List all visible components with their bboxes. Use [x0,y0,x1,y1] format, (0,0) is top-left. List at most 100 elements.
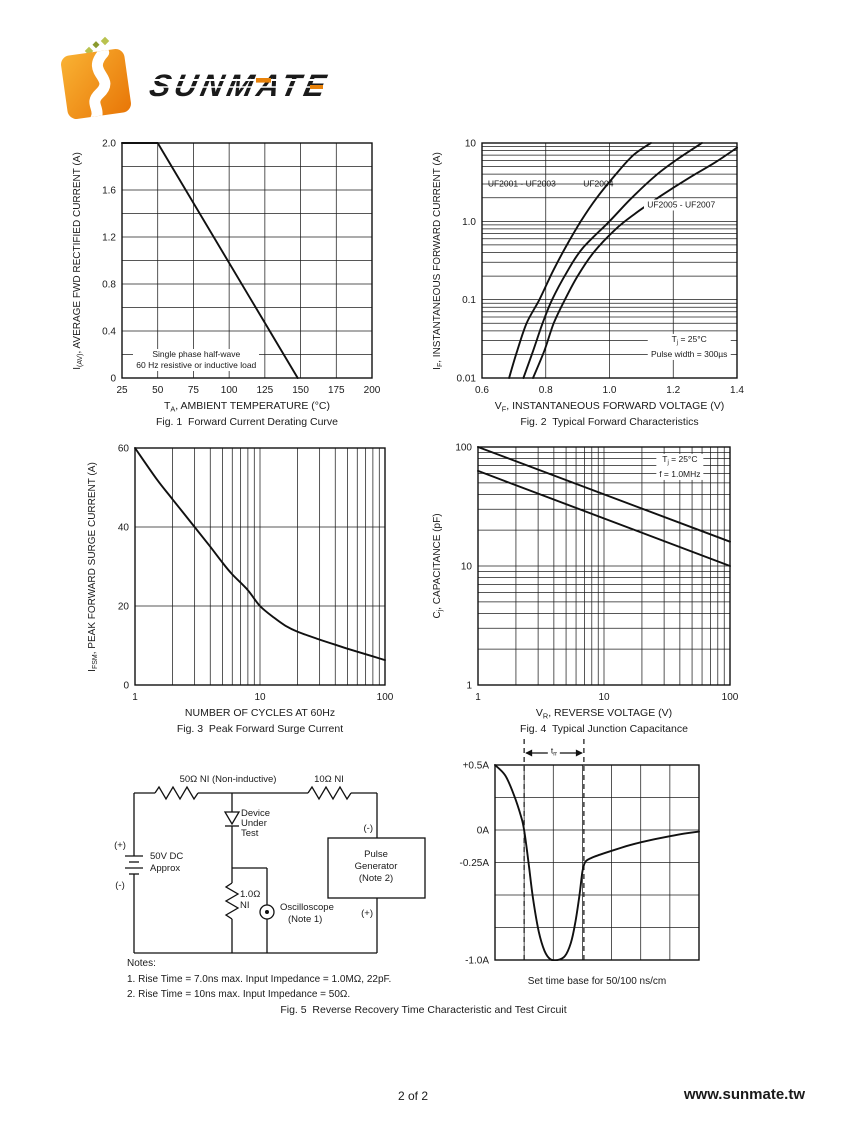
svg-text:0.8: 0.8 [539,385,553,396]
svg-text:0A: 0A [477,826,490,837]
svg-text:2.0: 2.0 [102,139,116,150]
svg-text:100: 100 [377,692,394,703]
resistor-1ohm [224,882,240,920]
circuit-wires [133,792,378,954]
svg-text:1.0: 1.0 [603,385,617,396]
dut-label-3: Test [241,828,259,839]
chart-annotation: Tj = 25°C Pulse width = 300µs [647,333,731,360]
r2-label: 10Ω NI [314,774,344,785]
pg-plus-label: (+) [361,908,373,919]
svg-text:200: 200 [364,385,381,396]
battery-symbol [125,855,143,875]
pulse-gen-label-3: (Note 2) [359,873,393,884]
trr-label: trr [547,745,561,761]
r3-label-1: 1.0Ω [240,889,260,900]
battery-label-1: 50V DC [150,851,183,862]
svg-text:0: 0 [110,374,116,385]
svg-text:0.6: 0.6 [475,385,489,396]
pulse-generator-box [327,837,426,899]
r3-label-2: NI [240,900,250,911]
svg-text:-0.25A: -0.25A [460,858,490,869]
svg-text:1.6: 1.6 [102,186,116,197]
note-1: 1. Rise Time = 7.0ns max. Input Impedanc… [127,973,392,985]
svg-text:175: 175 [328,385,345,396]
svg-text:1.2: 1.2 [666,385,680,396]
fig2-plot: 0.6 0.8 1.0 1.2 1.4 0.01 0.1 1.0 10 UF2001 - UF20… [442,135,753,404]
resistor-10ohm [307,785,352,801]
svg-text:1: 1 [132,692,138,703]
fig5-recovery-waveform: +0.5A 0A -0.25A -1.0A trr Set time base for … [449,735,713,987]
svg-text:1: 1 [475,692,481,703]
brand-word: SUNMATE [147,68,333,103]
svg-text:100: 100 [455,443,472,454]
svg-text:0.4: 0.4 [102,327,116,338]
fig5-waveform-plot: +0.5A 0A -0.25A -1.0A trr [449,735,713,970]
svg-text:150: 150 [292,385,309,396]
svg-text:125: 125 [257,385,274,396]
brand-hatch [146,78,344,89]
fig2-x-axis-label: VF, INSTANTANEOUS FORWARD VOLTAGE (V) [494,400,725,414]
fig5-caption: Fig. 5 Reverse Recovery Time Characteris… [280,1004,567,1016]
pg-minus-label: (-) [364,823,374,834]
fig3-plot: 1 10 100 0 20 40 60 [95,440,401,711]
svg-text:60: 60 [118,444,130,455]
diode-symbol [223,811,241,827]
notes-title: Notes: [127,958,156,969]
accent-a [256,78,271,83]
svg-text:100: 100 [221,385,238,396]
fig2-forward-characteristics: IF, INSTANTANEOUS FORWARD CURRENT (A) 0.… [432,135,753,429]
svg-text:0: 0 [123,681,129,692]
fig5-timebase-caption: Set time base for 50/100 ns/cm [527,976,667,987]
dut-label-2: Under [241,818,267,829]
accent-e [310,85,323,89]
r1-label: 50Ω NI (Non-inductive) [180,774,277,785]
oscilloscope-probe-icon [259,904,275,920]
sunmate-logo: SUNMATE [61,36,344,121]
logo-mark-icon [61,47,131,121]
chart-annotation: UF2004 [583,178,614,189]
note-2: 2. Rise Time = 10ns max. Input Impedance… [127,989,351,1000]
battery-plus-label: (+) [114,840,126,851]
svg-text:1.2: 1.2 [102,233,116,244]
svg-text:1.0: 1.0 [462,217,476,228]
svg-text:50: 50 [152,385,164,396]
svg-text:-1.0A: -1.0A [465,956,489,967]
chart-annotation: Tj = 25°C f = 1.0MHz [656,453,704,480]
svg-text:10: 10 [461,562,473,573]
chart-annotation: UF2001 - UF2003 [487,178,556,189]
svg-text:100: 100 [722,692,739,703]
battery-label-2: Approx [150,863,180,874]
brand-text: SUNMATE [147,68,333,103]
fig1-forward-current-derating: I(AV), AVERAGE FWD RECTIFIED CURRENT (A)… [72,135,388,429]
fig1-caption: Fig. 1 Forward Current Derating Curve [155,416,339,428]
chart-annotation: UF2005 - UF2007 [644,199,719,211]
svg-text:75: 75 [188,385,200,396]
svg-text:40: 40 [118,523,130,534]
fig4-caption: Fig. 4 Typical Junction Capacitance [520,723,688,735]
svg-text:0.1: 0.1 [462,295,476,306]
svg-text:0.01: 0.01 [457,374,477,385]
oscilloscope-label-1: Oscilloscope [280,902,334,913]
svg-text:25: 25 [116,385,128,396]
dut-label-1: Device [241,808,270,819]
fig4-x-axis-label: VR, REVERSE VOLTAGE (V) [535,707,673,721]
battery-minus-label: (-) [115,880,125,891]
pulse-gen-label-1: Pulse [364,849,388,860]
svg-text:10: 10 [465,139,477,150]
fig4-junction-capacitance: Cj, CAPACITANCE (pF) 1 10 100 1 10 100 Tj = 25… [432,439,746,736]
fig3-caption: Fig. 3 Peak Forward Surge Current [176,723,344,735]
svg-text:20: 20 [118,602,130,613]
svg-text:1: 1 [466,681,472,692]
fig1-plot: 25 50 75 100 125 150 175 200 0 0.4 0.8 1.2 1.6 2.0 Sin… [82,135,388,404]
fig3-x-axis-label: NUMBER OF CYCLES AT 60Hz [184,707,336,719]
website-link[interactable]: www.sunmate.tw [683,1086,805,1103]
fig4-plot: 1 10 100 1 10 100 Tj = 25°C f = 1.0MHz [438,439,746,711]
fig1-x-axis-label: TA, AMBIENT TEMPERATURE (°C) [163,400,331,414]
oscilloscope-label-2: (Note 1) [288,914,322,925]
svg-text:+0.5A: +0.5A [463,761,490,772]
svg-text:10: 10 [254,692,266,703]
page-number: 2 of 2 [398,1089,429,1103]
fig2-caption: Fig. 2 Typical Forward Characteristics [520,416,699,428]
svg-text:10: 10 [598,692,610,703]
